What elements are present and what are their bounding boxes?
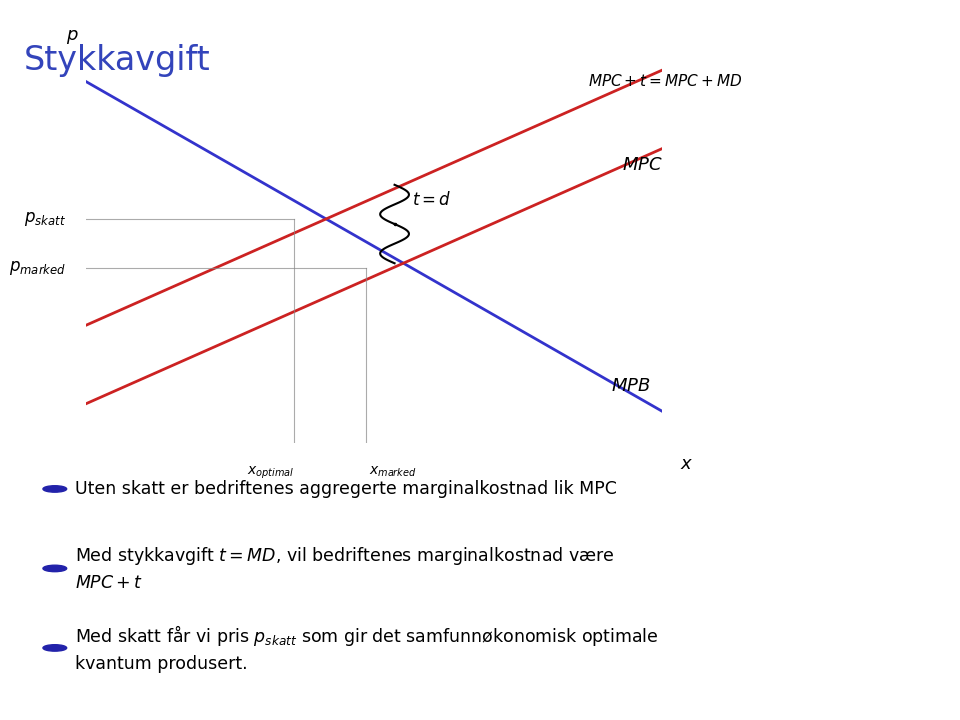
Text: $t = d$: $t = d$ <box>412 192 451 210</box>
Text: $MPB$: $MPB$ <box>611 377 650 395</box>
Text: Løsninger på markedssvikt: Løsninger på markedssvikt <box>381 6 579 24</box>
Text: $MPC + t = MPC + MD$: $MPC + t = MPC + MD$ <box>588 73 742 89</box>
Text: Stykkavgift: Stykkavgift <box>24 44 210 77</box>
Text: 17 / 51: 17 / 51 <box>890 700 931 713</box>
Text: Med skatt får vi pris $p_{skatt}$ som gir det samfunnøkonomisk optimale
kvantum : Med skatt får vi pris $p_{skatt}$ som gi… <box>75 623 659 673</box>
Text: $x_{optimal}$: $x_{optimal}$ <box>247 464 294 481</box>
Text: p: p <box>66 26 78 44</box>
Text: $p_{marked}$: $p_{marked}$ <box>9 259 66 277</box>
Circle shape <box>43 565 66 572</box>
Text: $x_{marked}$: $x_{marked}$ <box>369 464 417 479</box>
Circle shape <box>43 486 66 492</box>
Circle shape <box>43 644 66 651</box>
Text: Uten skatt er bedriftenes aggregerte marginalkostnad lik MPC: Uten skatt er bedriftenes aggregerte mar… <box>75 480 616 498</box>
Text: Med stykkavgift $t = MD$, vil bedriftenes marginalkostnad være
$MPC + t$: Med stykkavgift $t = MD$, vil bedriftene… <box>75 545 614 592</box>
Text: Arne Rogde Gramstad (UiO): Arne Rogde Gramstad (UiO) <box>19 700 183 713</box>
Text: 17. oktober, 2013: 17. oktober, 2013 <box>701 700 806 713</box>
Text: Eksterne virkninger og kollektive goder: Eksterne virkninger og kollektive goder <box>403 700 636 713</box>
Text: $p_{skatt}$: $p_{skatt}$ <box>24 210 66 228</box>
Text: x: x <box>680 455 691 473</box>
Text: $MPC$: $MPC$ <box>622 156 663 174</box>
